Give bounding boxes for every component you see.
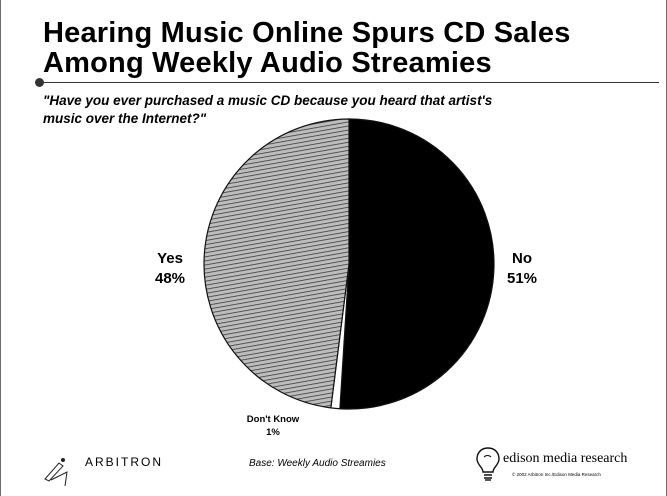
title-line-1: Hearing Music Online Spurs CD Sales [43, 17, 571, 49]
edison-copyright: © 2002 Arbitron Inc./Edison Media Resear… [512, 472, 601, 477]
title-rule [37, 82, 659, 83]
slice-label-dont-know: Don't Know 1% [233, 413, 313, 439]
slice-value-no: 51% [506, 270, 538, 287]
slice-value-dont-know: 1% [266, 427, 280, 438]
slice-name-no: No [512, 250, 532, 267]
edison-logo-text: edison media research [503, 451, 628, 466]
question-line-2: music over the Internet?" [43, 111, 207, 126]
slice-name-yes: Yes [157, 250, 183, 267]
slice-label-yes: Yes 48% [147, 249, 193, 289]
pie-slice-no [339, 118, 495, 410]
question-line-1: "Have you ever purchased a music CD beca… [43, 93, 493, 108]
pie-slice-yes [203, 118, 350, 409]
slide-title: Hearing Music Online Spurs CD Sales Amon… [43, 18, 653, 78]
slice-value-yes: 48% [154, 270, 186, 287]
slice-label-no: No 51% [499, 249, 545, 289]
base-note: Base: Weekly Audio Streamies [249, 458, 386, 469]
arbitron-logo-text: ARBITRON [85, 455, 164, 469]
lightbulb-icon [476, 447, 500, 481]
survey-question: "Have you ever purchased a music CD beca… [43, 92, 643, 128]
slice-name-dont-know: Don't Know [246, 414, 300, 425]
title-line-2: Among Weekly Audio Streamies [43, 47, 492, 79]
